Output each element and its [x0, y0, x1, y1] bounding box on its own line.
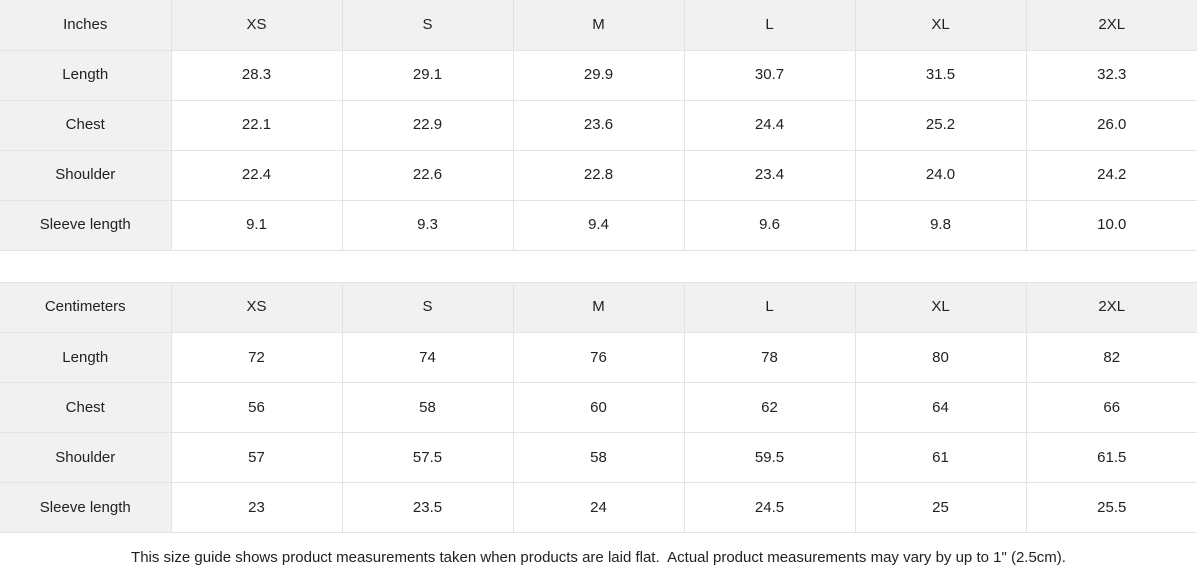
row-label: Chest: [0, 100, 172, 151]
measurement-cell: 22.8: [513, 150, 685, 201]
measurement-cell: 24.5: [684, 482, 856, 533]
measurement-cell: 9.6: [684, 200, 856, 251]
column-header-xs: XS: [171, 282, 343, 333]
measurement-cell: 25.2: [855, 100, 1027, 151]
column-header-2xl: 2XL: [1026, 0, 1197, 51]
row-label: Length: [0, 332, 172, 383]
measurement-cell: 22.4: [171, 150, 343, 201]
table-row: Chest 56 58 60 62 64 66: [0, 382, 1197, 433]
column-header-m: M: [513, 282, 685, 333]
row-label: Shoulder: [0, 432, 172, 483]
table-row: Sleeve length 23 23.5 24 24.5 25 25.5: [0, 482, 1197, 533]
measurement-cell: 62: [684, 382, 856, 433]
measurement-cell: 22.9: [342, 100, 514, 151]
measurement-cell: 24: [513, 482, 685, 533]
measurement-cell: 26.0: [1026, 100, 1197, 151]
measurement-cell: 9.8: [855, 200, 1027, 251]
column-header-xl: XL: [855, 0, 1027, 51]
measurement-cell: 58: [342, 382, 514, 433]
column-header-l: L: [684, 282, 856, 333]
size-table-inches: Inches XS S M L XL 2XL Length 28.3 29.1 …: [0, 0, 1197, 251]
measurement-cell: 23.4: [684, 150, 856, 201]
measurement-cell: 60: [513, 382, 685, 433]
table-row: Sleeve length 9.1 9.3 9.4 9.6 9.8 10.0: [0, 200, 1197, 251]
measurement-cell: 9.4: [513, 200, 685, 251]
measurement-cell: 24.0: [855, 150, 1027, 201]
table-header-row: Centimeters XS S M L XL 2XL: [0, 282, 1197, 333]
row-label: Sleeve length: [0, 482, 172, 533]
measurement-cell: 23.6: [513, 100, 685, 151]
table-spacer: [0, 250, 1197, 283]
measurement-cell: 30.7: [684, 50, 856, 101]
measurement-cell: 66: [1026, 382, 1197, 433]
measurement-cell: 61: [855, 432, 1027, 483]
table-row: Length 72 74 76 78 80 82: [0, 332, 1197, 383]
table-row: Shoulder 22.4 22.6 22.8 23.4 24.0 24.2: [0, 150, 1197, 201]
measurement-cell: 58: [513, 432, 685, 483]
measurement-cell: 29.1: [342, 50, 514, 101]
measurement-cell: 24.2: [1026, 150, 1197, 201]
measurement-cell: 25: [855, 482, 1027, 533]
measurement-cell: 22.1: [171, 100, 343, 151]
row-label: Chest: [0, 382, 172, 433]
measurement-cell: 22.6: [342, 150, 514, 201]
column-header-l: L: [684, 0, 856, 51]
column-header-xs: XS: [171, 0, 343, 51]
unit-label-centimeters: Centimeters: [0, 282, 172, 333]
column-header-s: S: [342, 0, 514, 51]
measurement-cell: 56: [171, 382, 343, 433]
measurement-cell: 24.4: [684, 100, 856, 151]
measurement-cell: 76: [513, 332, 685, 383]
measurement-cell: 59.5: [684, 432, 856, 483]
measurement-cell: 32.3: [1026, 50, 1197, 101]
measurement-cell: 23: [171, 482, 343, 533]
measurement-cell: 10.0: [1026, 200, 1197, 251]
measurement-cell: 57: [171, 432, 343, 483]
table-row: Chest 22.1 22.9 23.6 24.4 25.2 26.0: [0, 100, 1197, 151]
size-guide-footnote: This size guide shows product measuremen…: [0, 533, 1197, 583]
row-label: Sleeve length: [0, 200, 172, 251]
unit-label-inches: Inches: [0, 0, 172, 51]
measurement-cell: 78: [684, 332, 856, 383]
measurement-cell: 9.3: [342, 200, 514, 251]
column-header-s: S: [342, 282, 514, 333]
row-label: Length: [0, 50, 172, 101]
table-row: Length 28.3 29.1 29.9 30.7 31.5 32.3: [0, 50, 1197, 101]
column-header-xl: XL: [855, 282, 1027, 333]
column-header-m: M: [513, 0, 685, 51]
column-header-2xl: 2XL: [1026, 282, 1197, 333]
measurement-cell: 80: [855, 332, 1027, 383]
measurement-cell: 74: [342, 332, 514, 383]
measurement-cell: 72: [171, 332, 343, 383]
measurement-cell: 82: [1026, 332, 1197, 383]
measurement-cell: 23.5: [342, 482, 514, 533]
measurement-cell: 29.9: [513, 50, 685, 101]
row-label: Shoulder: [0, 150, 172, 201]
measurement-cell: 28.3: [171, 50, 343, 101]
measurement-cell: 64: [855, 382, 1027, 433]
measurement-cell: 57.5: [342, 432, 514, 483]
size-table-centimeters: Centimeters XS S M L XL 2XL Length 72 74…: [0, 282, 1197, 533]
measurement-cell: 25.5: [1026, 482, 1197, 533]
table-row: Shoulder 57 57.5 58 59.5 61 61.5: [0, 432, 1197, 483]
measurement-cell: 31.5: [855, 50, 1027, 101]
table-header-row: Inches XS S M L XL 2XL: [0, 0, 1197, 51]
measurement-cell: 61.5: [1026, 432, 1197, 483]
measurement-cell: 9.1: [171, 200, 343, 251]
